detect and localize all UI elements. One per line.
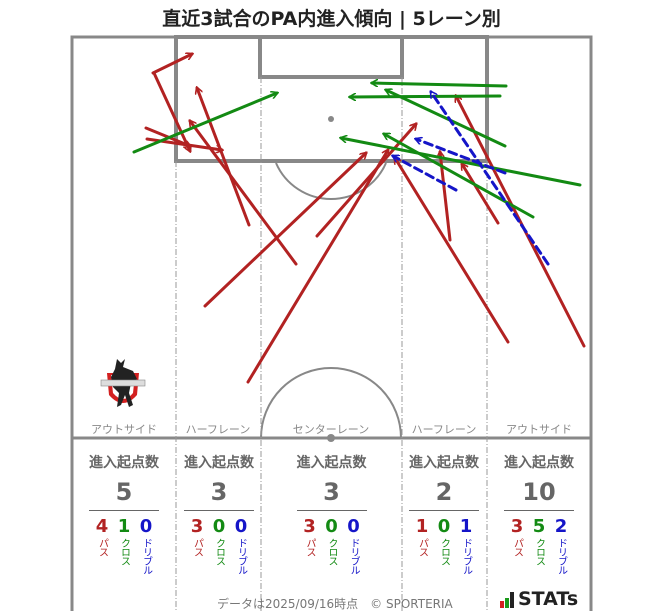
pass-arrow — [190, 121, 298, 266]
dribble-label: ドリブル — [348, 538, 359, 574]
dribble-label: ドリブル — [235, 538, 247, 574]
pass-count: 1 — [415, 516, 429, 537]
pass-label: パス — [304, 538, 315, 556]
cross-label: クロス — [438, 538, 450, 565]
pass-arrow — [151, 54, 192, 75]
data-source-note: データは2025/09/16時点 © SPORTERIA — [217, 597, 453, 611]
goal-area — [258, 35, 404, 79]
dribble-count: 0 — [139, 516, 153, 537]
lane-label-halfspace-right: ハーフレーン — [411, 423, 477, 436]
stat-heading: 進入起点数 — [409, 455, 479, 471]
stat-divider — [184, 510, 254, 511]
center-spot — [327, 434, 335, 442]
pass-arrow — [197, 88, 251, 227]
dribble-count: 0 — [347, 516, 360, 537]
cross-count: 0 — [325, 516, 338, 537]
cross-count: 5 — [532, 516, 546, 537]
pass-count: 3 — [190, 516, 204, 537]
dribble-count: 0 — [234, 516, 248, 537]
stat-heading: 進入起点数 — [184, 455, 254, 471]
penalty-arc — [275, 162, 387, 201]
dribble-arrow — [416, 139, 507, 175]
stat-divider — [296, 510, 367, 511]
dribble-label: ドリブル — [555, 538, 567, 574]
lane-dividers — [175, 77, 488, 611]
lane-label-halfspace-left: ハーフレーン — [185, 423, 251, 436]
dribble-arrow — [429, 92, 550, 266]
dribble-label: ドリブル — [140, 538, 152, 574]
bar-chart-icon — [500, 592, 514, 608]
penalty-spot — [328, 116, 334, 122]
stat-divider — [409, 510, 479, 511]
stat-total: 2 — [435, 478, 453, 506]
brand-text: STATs — [518, 588, 579, 610]
stat-total: 10 — [522, 478, 556, 506]
cross-arrow — [350, 96, 502, 97]
dribble-count: 1 — [459, 516, 473, 537]
pitch-border — [70, 35, 593, 440]
stats-brand-logo: STATs — [500, 588, 579, 610]
lane-label-outside-left: アウトサイド — [91, 423, 157, 436]
pass-label: パス — [416, 538, 428, 556]
lane-stats-outside-left: 進入起点数 5 4 パス 1 クロス 0 ドリブル — [74, 452, 174, 574]
lane-label-outside-right: アウトサイド — [506, 423, 572, 436]
cross-count: 1 — [117, 516, 131, 537]
cross-label: クロス — [213, 538, 225, 565]
stat-divider — [504, 510, 574, 511]
lane-label-center: センターレーン — [292, 423, 370, 436]
team-logo — [100, 359, 146, 407]
stat-total: 3 — [210, 478, 228, 506]
cross-arrow — [372, 83, 508, 88]
cross-arrow — [341, 138, 582, 187]
penalty-area — [174, 35, 489, 163]
chart-title: 直近3試合のPA内進入傾向 | 5レーン別 — [162, 8, 501, 30]
stat-total: 5 — [115, 478, 133, 506]
pass-arrow — [152, 71, 190, 151]
cross-count: 0 — [437, 516, 451, 537]
lane-stats-halfspace-left: 進入起点数 3 3 パス 0 クロス 0 ドリブル — [178, 452, 260, 574]
stat-heading: 進入起点数 — [296, 455, 367, 471]
pass-count: 3 — [510, 516, 524, 537]
cross-label: クロス — [326, 538, 337, 565]
dribble-label: ドリブル — [460, 538, 472, 574]
pass-arrow — [203, 153, 366, 308]
pass-arrow — [460, 164, 500, 225]
pass-label: パス — [191, 538, 203, 556]
pass-label: パス — [511, 538, 523, 556]
entry-arrows — [132, 54, 586, 384]
cross-label: クロス — [118, 538, 130, 565]
pass-count: 3 — [303, 516, 316, 537]
cross-arrow — [132, 93, 277, 154]
pass-arrow — [246, 150, 390, 384]
lane-stats-halfspace-right: 進入起点数 2 1 パス 0 クロス 1 ドリブル — [403, 452, 485, 574]
pass-count: 4 — [95, 516, 109, 537]
lane-stats-center: 進入起点数 3 3 パス 0 クロス 0 ドリブル — [263, 452, 400, 574]
pass-label: パス — [96, 538, 108, 556]
center-circle — [260, 367, 402, 439]
pass-arrow — [315, 124, 416, 238]
lane-stats-outside-right: 進入起点数 10 3 パス 5 クロス 2 ドリブル — [489, 452, 589, 574]
stat-heading: 進入起点数 — [504, 455, 574, 471]
pass-arrow — [393, 158, 510, 344]
cross-label: クロス — [533, 538, 545, 565]
stat-divider — [89, 510, 159, 511]
stat-total: 3 — [323, 478, 340, 506]
cross-arrow — [386, 90, 507, 148]
dribble-count: 2 — [554, 516, 568, 537]
stat-heading: 進入起点数 — [89, 455, 159, 471]
dribble-arrow — [393, 154, 458, 192]
cross-count: 0 — [212, 516, 226, 537]
